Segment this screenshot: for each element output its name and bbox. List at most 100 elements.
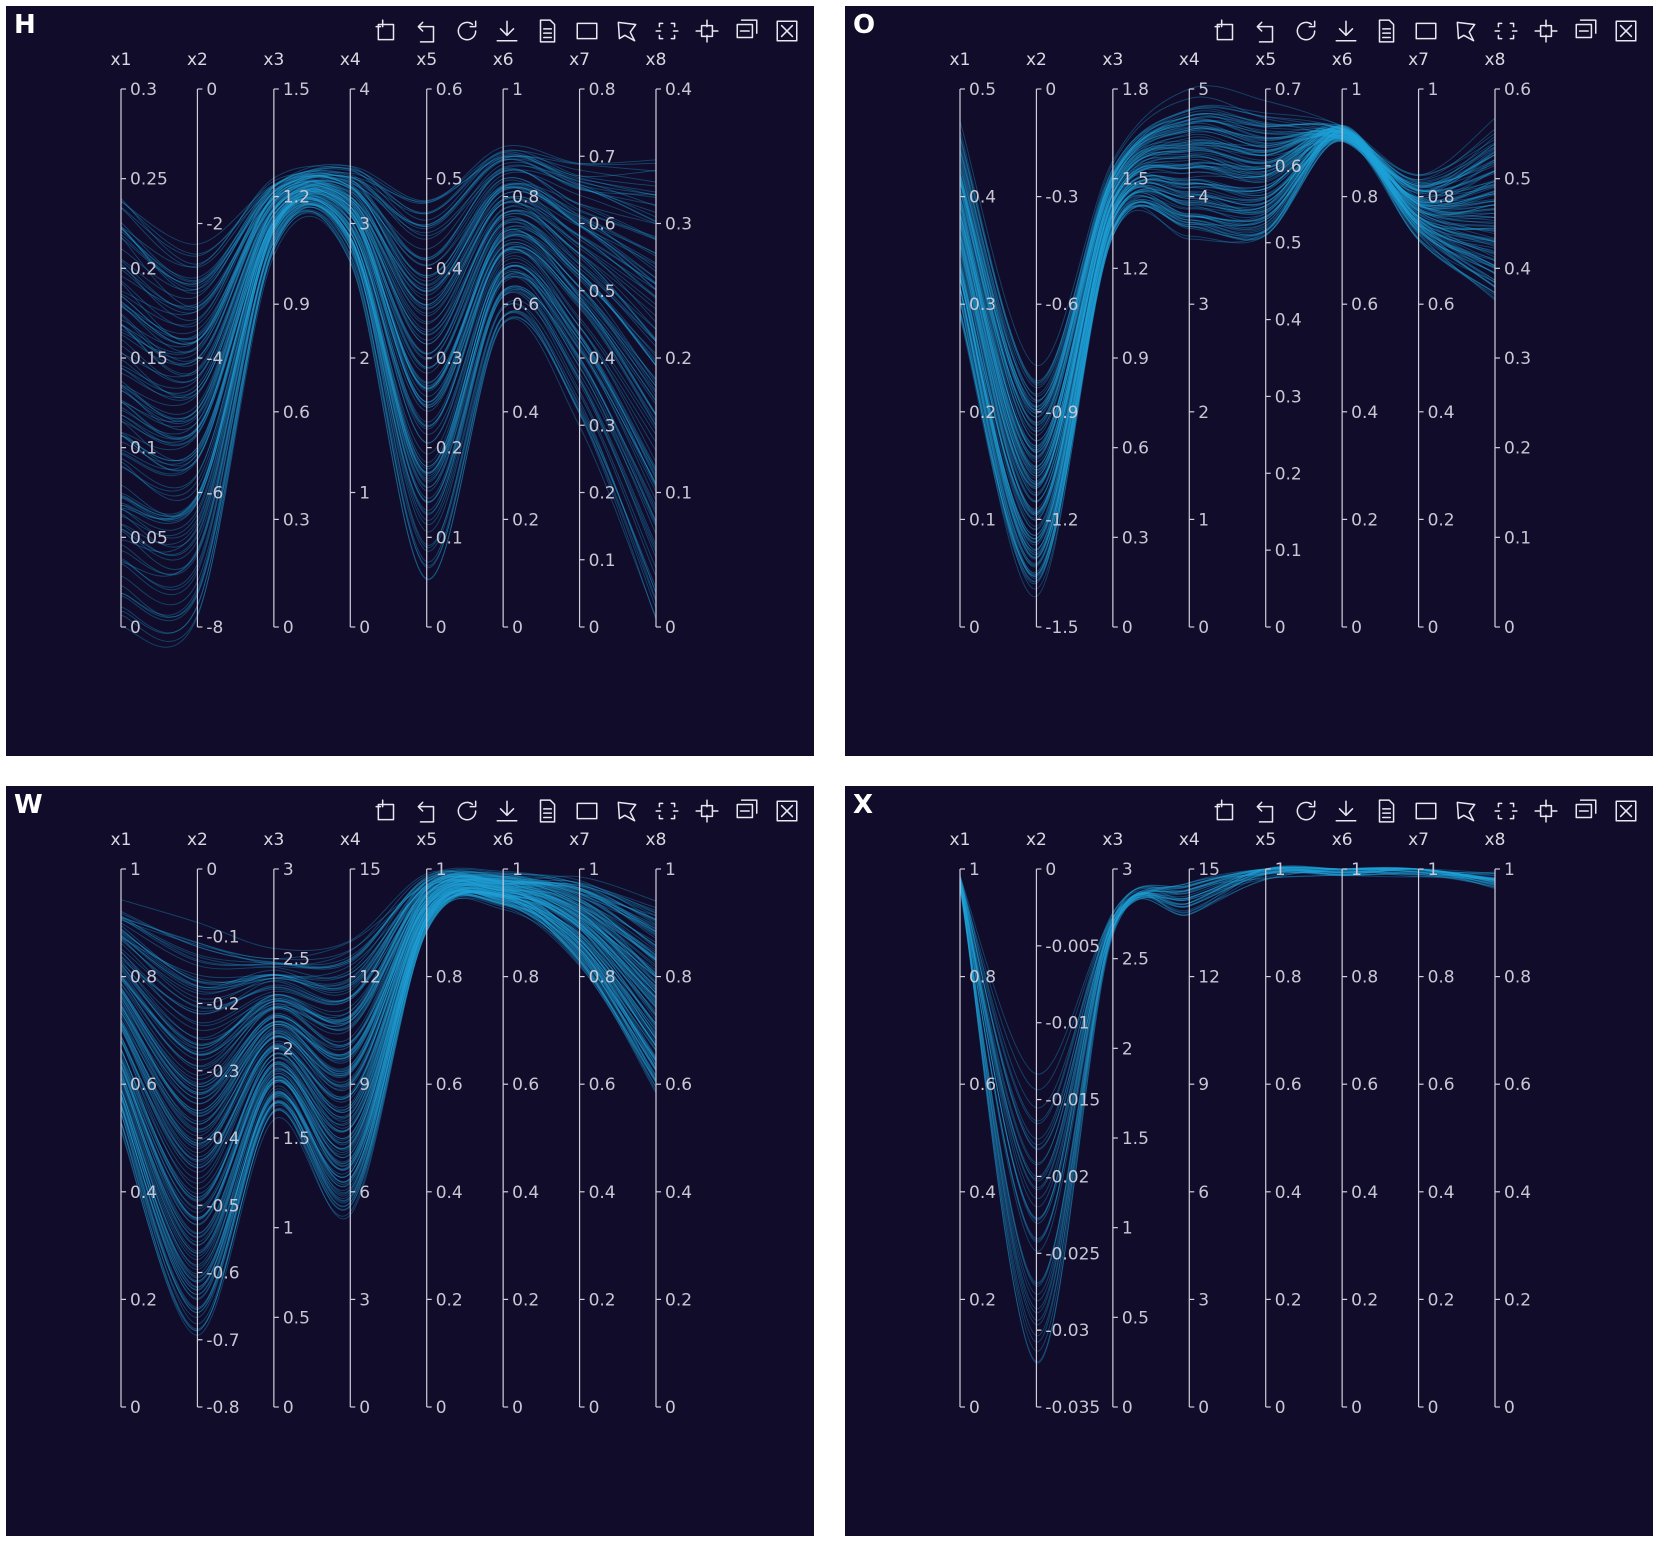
series-line bbox=[120, 889, 657, 1184]
axis-x5[interactable]: x5 0 0.2 0.4 0.6 0.8 1 bbox=[1255, 830, 1301, 1418]
axis-x1[interactable]: x1 0 0.2 0.4 0.6 0.8 1 bbox=[950, 830, 996, 1418]
keep-select-icon[interactable] bbox=[652, 796, 682, 826]
series-line bbox=[959, 865, 1496, 1221]
polygon-select-icon[interactable] bbox=[612, 16, 642, 46]
series-line bbox=[959, 135, 1496, 544]
zoom-reset-icon[interactable] bbox=[412, 16, 442, 46]
tick-label: 1.5 bbox=[283, 80, 310, 100]
magic-type-icon[interactable] bbox=[1571, 16, 1601, 46]
keep-select-icon[interactable] bbox=[1491, 796, 1521, 826]
close-icon[interactable] bbox=[772, 796, 802, 826]
data-view-icon[interactable] bbox=[1371, 16, 1401, 46]
tick-label: 0.2 bbox=[436, 1290, 463, 1310]
restore-icon[interactable] bbox=[452, 796, 482, 826]
tick-label: 1 bbox=[436, 860, 447, 880]
restore-icon[interactable] bbox=[1291, 16, 1321, 46]
axis-x4[interactable]: x4 0 3 6 9 12 15 bbox=[1179, 830, 1220, 1418]
zoom-reset-icon[interactable] bbox=[1251, 16, 1281, 46]
tick-label: 0 bbox=[1504, 618, 1515, 638]
series-line bbox=[120, 177, 657, 340]
axis-x4[interactable]: x4 0 3 6 9 12 15 bbox=[340, 830, 381, 1418]
magic-type-icon[interactable] bbox=[732, 796, 762, 826]
axis-x8[interactable]: x8 0 0.1 0.2 0.3 0.4 0.5 0.6 bbox=[1485, 50, 1531, 638]
series-line bbox=[120, 188, 657, 399]
series-line bbox=[120, 868, 657, 1003]
clear-select-icon[interactable] bbox=[692, 16, 722, 46]
series-line bbox=[120, 190, 657, 435]
axis-x2[interactable]: x2 -1.5 -1.2 -0.9 -0.6 -0.3 0 bbox=[1026, 50, 1079, 638]
axis-x1[interactable]: x1 0 0.2 0.4 0.6 0.8 1 bbox=[111, 830, 157, 1418]
zoom-reset-icon[interactable] bbox=[412, 796, 442, 826]
rect-select-icon[interactable] bbox=[572, 16, 602, 46]
series-line bbox=[120, 186, 657, 415]
tick-label: 0.8 bbox=[436, 968, 463, 988]
series-line bbox=[959, 127, 1496, 471]
rect-select-icon[interactable] bbox=[572, 796, 602, 826]
zoom-reset-icon[interactable] bbox=[1251, 796, 1281, 826]
axis-x4[interactable]: x4 0 1 2 3 4 bbox=[340, 50, 370, 638]
series-line bbox=[120, 875, 657, 1008]
tick-label: -0.02 bbox=[1045, 1167, 1089, 1187]
save-image-icon[interactable] bbox=[1331, 16, 1361, 46]
zoom-icon[interactable] bbox=[1211, 16, 1241, 46]
save-image-icon[interactable] bbox=[492, 16, 522, 46]
rect-select-icon[interactable] bbox=[1411, 796, 1441, 826]
data-view-icon[interactable] bbox=[532, 796, 562, 826]
axis-x6[interactable]: x6 0 0.2 0.4 0.6 0.8 1 bbox=[493, 830, 539, 1418]
axis-x2[interactable]: x2 -0.035 -0.03 -0.025 -0.02 -0.015 -0.01 -0.00… bbox=[1026, 830, 1100, 1418]
clear-select-icon[interactable] bbox=[1531, 796, 1561, 826]
zoom-icon[interactable] bbox=[372, 16, 402, 46]
axis-x3[interactable]: x3 0 0.5 1 1.5 2 2.5 3 bbox=[1102, 830, 1148, 1418]
zoom-icon[interactable] bbox=[372, 796, 402, 826]
polygon-select-icon[interactable] bbox=[1451, 16, 1481, 46]
data-view-icon[interactable] bbox=[1371, 796, 1401, 826]
save-image-icon[interactable] bbox=[492, 796, 522, 826]
axis-x7[interactable]: x7 0 0.2 0.4 0.6 0.8 1 bbox=[1408, 830, 1454, 1418]
axis-x3[interactable]: x3 0 0.5 1 1.5 2 2.5 3 bbox=[263, 830, 309, 1418]
axis-x7[interactable]: x7 0 0.2 0.4 0.6 0.8 1 bbox=[1408, 50, 1454, 638]
axis-x4[interactable]: x4 0 1 2 3 4 5 bbox=[1179, 50, 1209, 638]
close-icon[interactable] bbox=[772, 16, 802, 46]
close-icon[interactable] bbox=[1611, 796, 1641, 826]
keep-select-icon[interactable] bbox=[1491, 16, 1521, 46]
series-line bbox=[959, 132, 1496, 540]
axis-x5[interactable]: x5 0 0.1 0.2 0.3 0.4 0.5 0.6 0.7 bbox=[1255, 50, 1301, 638]
series-line bbox=[959, 868, 1496, 1284]
axis-x7[interactable]: x7 0 0.2 0.4 0.6 0.8 1 bbox=[569, 830, 615, 1418]
axis-x8[interactable]: x8 0 0.2 0.4 0.6 0.8 1 bbox=[1485, 830, 1531, 1418]
tick-label: 1 bbox=[1428, 860, 1439, 880]
axis-x8[interactable]: x8 0 0.1 0.2 0.3 0.4 bbox=[646, 50, 692, 638]
clear-select-icon[interactable] bbox=[692, 796, 722, 826]
axis-x1[interactable]: x1 0 0.1 0.2 0.3 0.4 0.5 bbox=[950, 50, 996, 638]
zoom-icon[interactable] bbox=[1211, 796, 1241, 826]
restore-icon[interactable] bbox=[452, 16, 482, 46]
axis-x8[interactable]: x8 0 0.2 0.4 0.6 0.8 1 bbox=[646, 830, 692, 1418]
axis-x1[interactable]: x1 0 0.05 0.1 0.15 0.2 0.25 0.3 bbox=[111, 50, 168, 638]
magic-type-icon[interactable] bbox=[732, 16, 762, 46]
axis-x3[interactable]: x3 0 0.3 0.6 0.9 1.2 1.5 bbox=[263, 50, 309, 638]
axis-x2[interactable]: x2 -0.8 -0.7 -0.6 -0.5 -0.4 -0.3 -0.2 -0.1 0 bbox=[187, 830, 240, 1418]
axis-x5[interactable]: x5 0 0.1 0.2 0.3 0.4 0.5 0.6 bbox=[416, 50, 462, 638]
axis-x3[interactable]: x3 0 0.3 0.6 0.9 1.2 1.5 1.8 bbox=[1102, 50, 1148, 638]
axis-x6[interactable]: x6 0 0.2 0.4 0.6 0.8 1 bbox=[493, 50, 539, 638]
keep-select-icon[interactable] bbox=[652, 16, 682, 46]
close-icon[interactable] bbox=[1611, 16, 1641, 46]
rect-select-icon[interactable] bbox=[1411, 16, 1441, 46]
restore-icon[interactable] bbox=[1291, 796, 1321, 826]
tick-label: 1 bbox=[130, 860, 141, 880]
series-line bbox=[120, 880, 657, 1131]
axis-x5[interactable]: x5 0 0.2 0.4 0.6 0.8 1 bbox=[416, 830, 462, 1418]
polygon-select-icon[interactable] bbox=[612, 796, 642, 826]
axis-x6[interactable]: x6 0 0.2 0.4 0.6 0.8 1 bbox=[1332, 50, 1378, 638]
data-view-icon[interactable] bbox=[532, 16, 562, 46]
clear-select-icon[interactable] bbox=[1531, 16, 1561, 46]
save-image-icon[interactable] bbox=[1331, 796, 1361, 826]
axis-x2[interactable]: x2 -8 -6 -4 -2 0 bbox=[187, 50, 223, 638]
axis-x6[interactable]: x6 0 0.2 0.4 0.6 0.8 1 bbox=[1332, 830, 1378, 1418]
series-line bbox=[120, 206, 657, 591]
axis-name: x3 bbox=[1102, 830, 1123, 850]
polygon-select-icon[interactable] bbox=[1451, 796, 1481, 826]
axis-x7[interactable]: x7 0 0.1 0.2 0.3 0.4 0.5 0.6 0.7 0.8 bbox=[569, 50, 615, 638]
magic-type-icon[interactable] bbox=[1571, 796, 1601, 826]
series-line bbox=[959, 140, 1496, 564]
